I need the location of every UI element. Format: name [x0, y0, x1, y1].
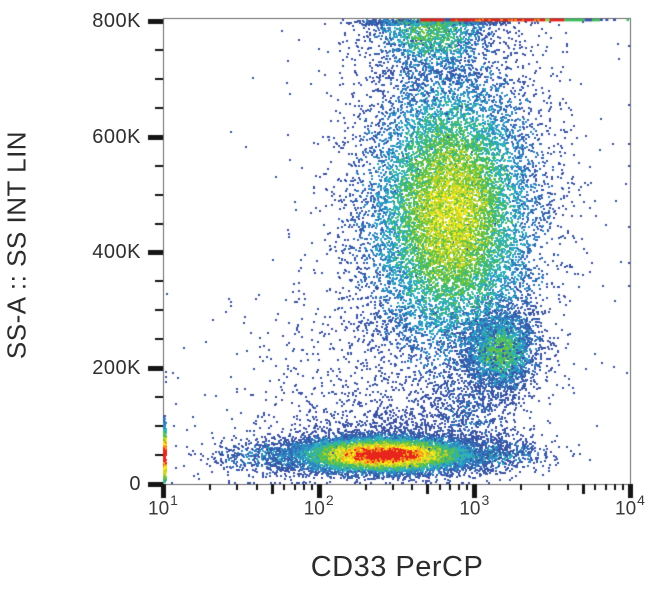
- x-axis-title: CD33 PerCP: [310, 551, 484, 583]
- y-tick-label: 800K: [92, 9, 141, 32]
- x-tick-label: 101: [148, 492, 178, 520]
- y-tick-label: 400K: [92, 241, 141, 264]
- x-tick-label: 103: [459, 492, 490, 520]
- x-tick-label: 102: [303, 492, 334, 520]
- y-tick-label: 0: [129, 473, 141, 495]
- y-axis-title: SS-A :: SS INT LIN: [1, 130, 32, 360]
- y-tick-label: 200K: [92, 357, 141, 380]
- y-tick-label: 600K: [92, 125, 141, 148]
- x-tick-label: 104: [615, 492, 645, 520]
